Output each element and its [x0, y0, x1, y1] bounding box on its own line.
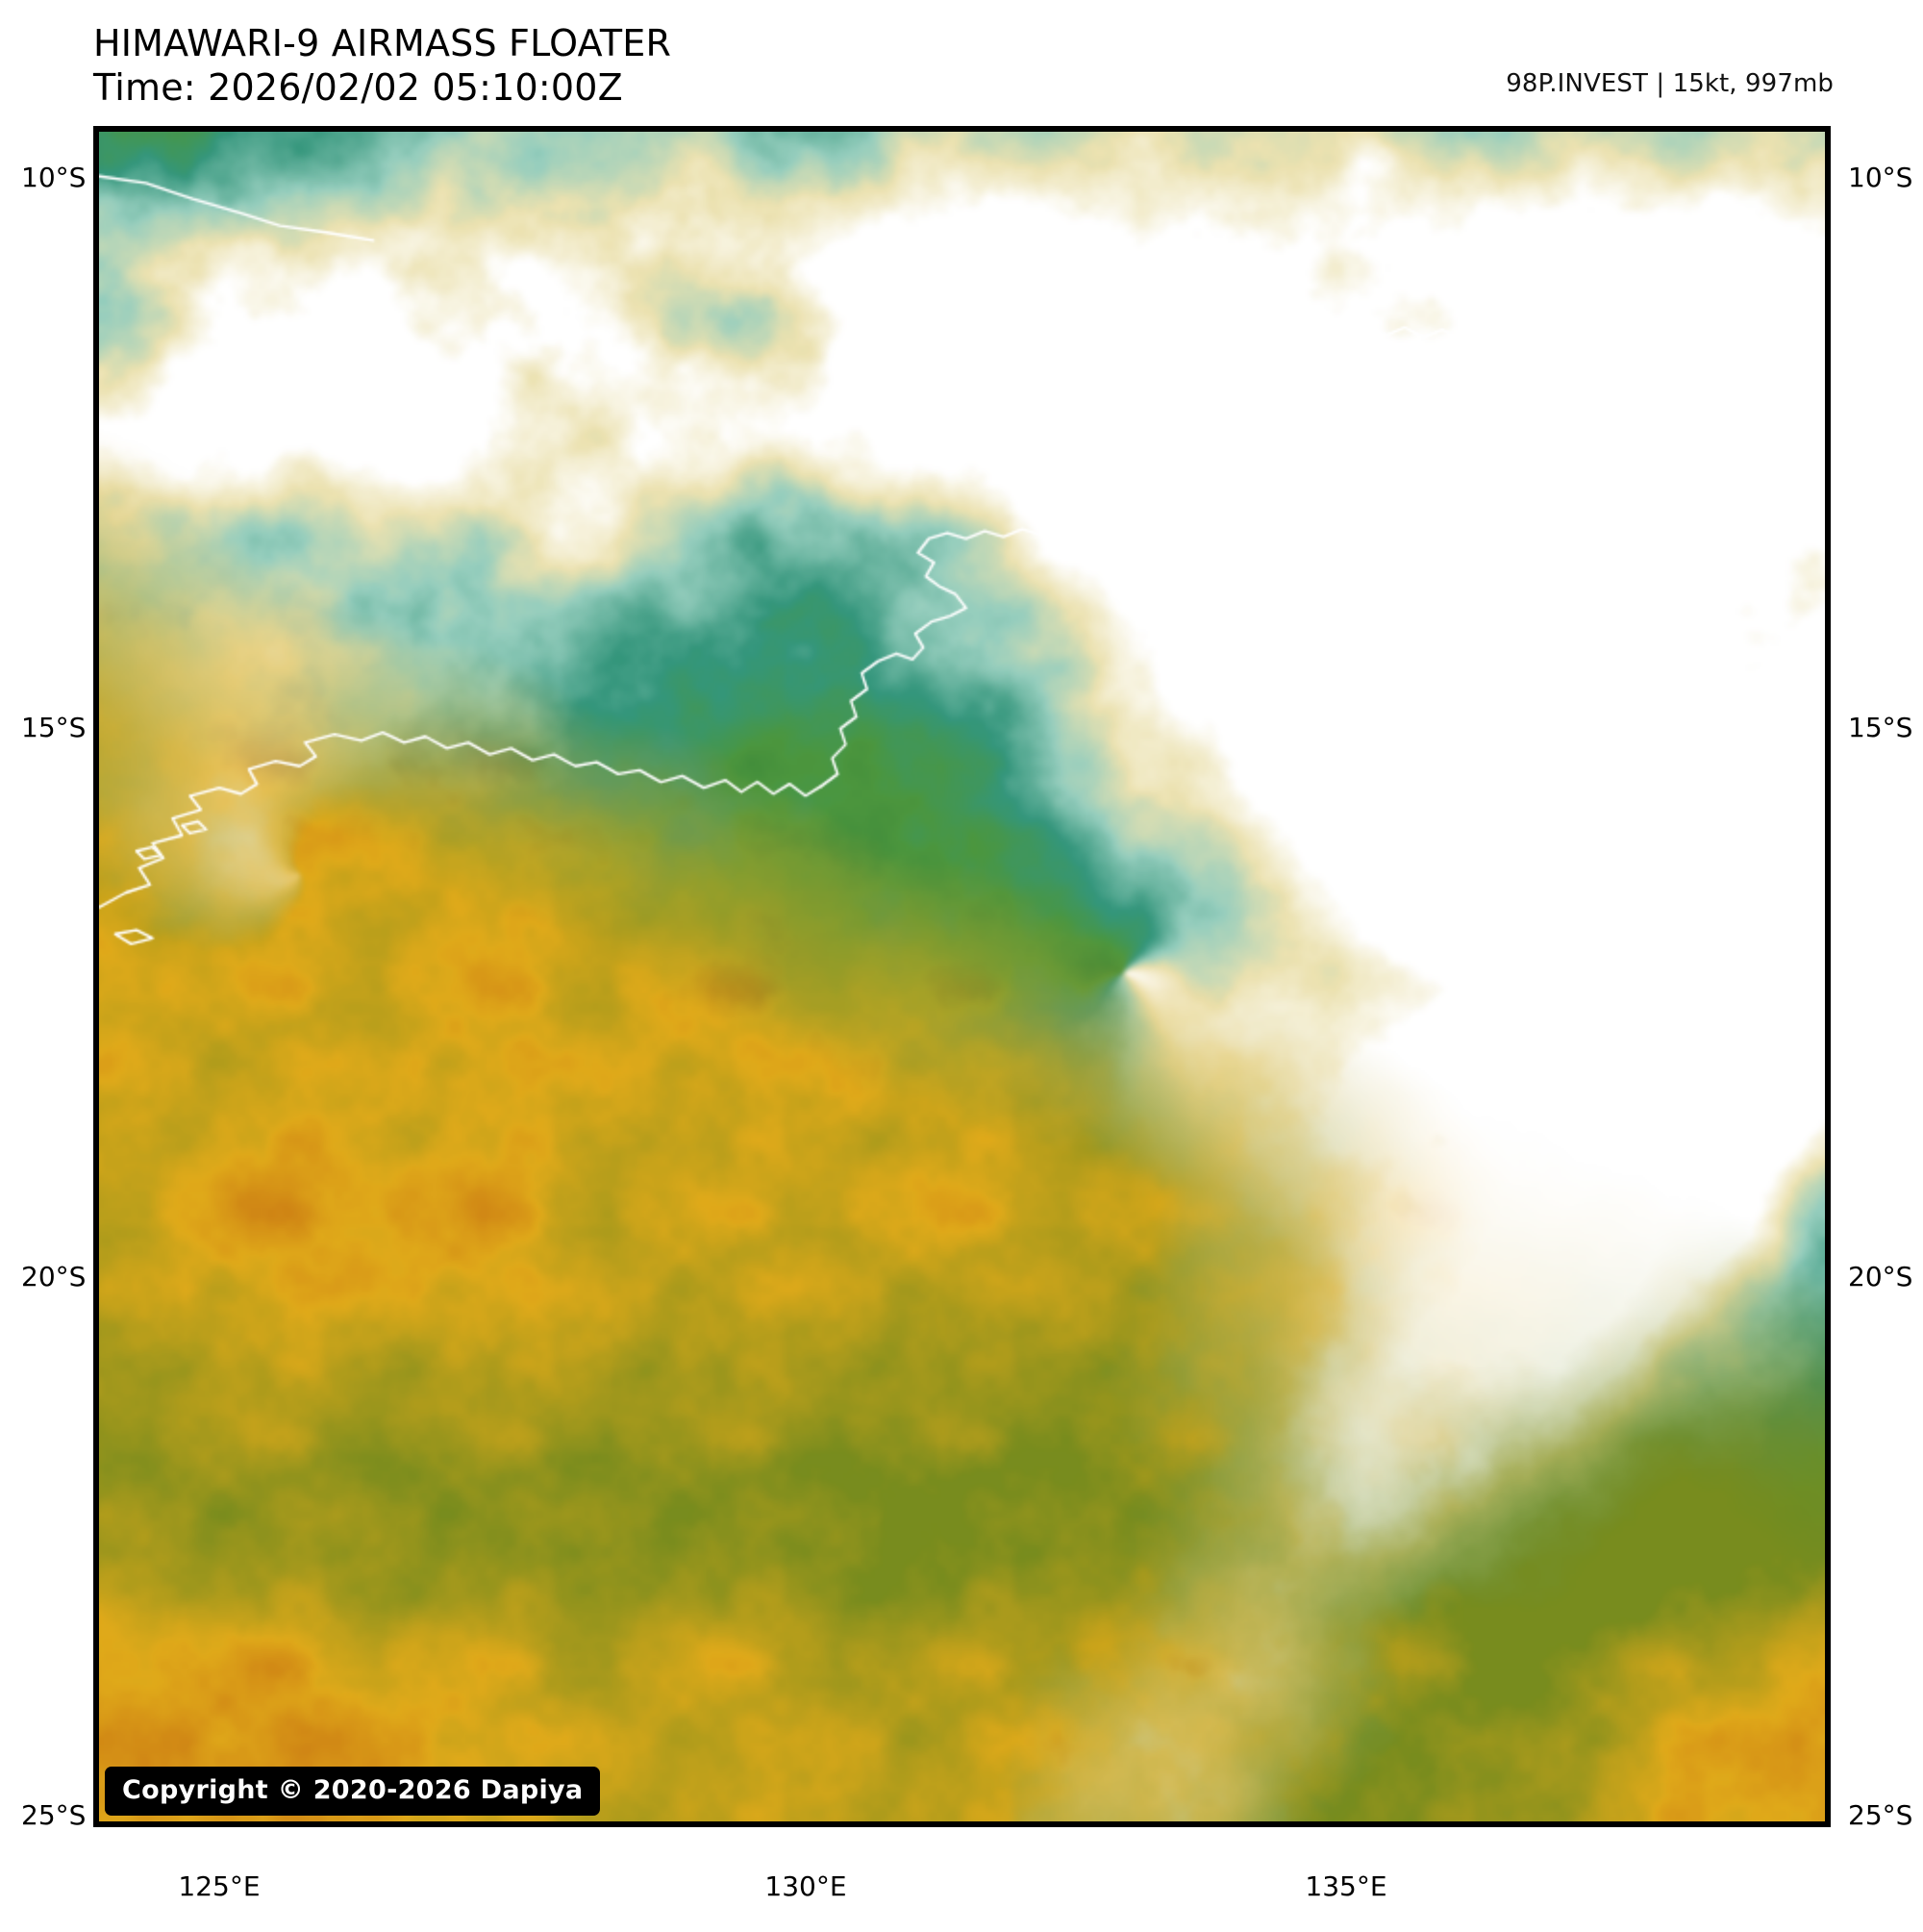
satellite-map-frame[interactable]: Copyright © 2020-2026 Dapiya — [93, 126, 1831, 1827]
page-title: HIMAWARI-9 AIRMASS FLOATER — [93, 22, 672, 64]
lat-tick-label-right-25: 25°S — [1848, 1799, 1913, 1831]
lat-tick-label-right-20: 20°S — [1848, 1261, 1913, 1292]
lat-tick-label-left-10: 10°S — [21, 162, 87, 193]
copyright-banner: Copyright © 2020-2026 Dapiya — [105, 1767, 601, 1816]
storm-info-label: 98P.INVEST | 15kt, 997mb — [1506, 69, 1834, 98]
lon-tick-label-130: 130°E — [764, 1870, 847, 1902]
lat-tick-label-left-15: 15°S — [21, 712, 87, 743]
airmass-rgb-imagery — [99, 132, 1825, 1821]
lon-tick-label-135: 135°E — [1305, 1870, 1387, 1902]
header-left-block: HIMAWARI-9 AIRMASS FLOATER Time: 2026/02… — [93, 21, 671, 111]
lat-tick-label-left-20: 20°S — [21, 1261, 87, 1292]
lat-tick-label-right-15: 15°S — [1848, 712, 1913, 743]
lon-tick-label-125: 125°E — [178, 1870, 261, 1902]
lat-tick-label-right-10: 10°S — [1848, 162, 1913, 193]
timestamp-label: Time: 2026/02/02 05:10:00Z — [93, 66, 623, 110]
lat-tick-label-left-25: 25°S — [21, 1799, 87, 1831]
